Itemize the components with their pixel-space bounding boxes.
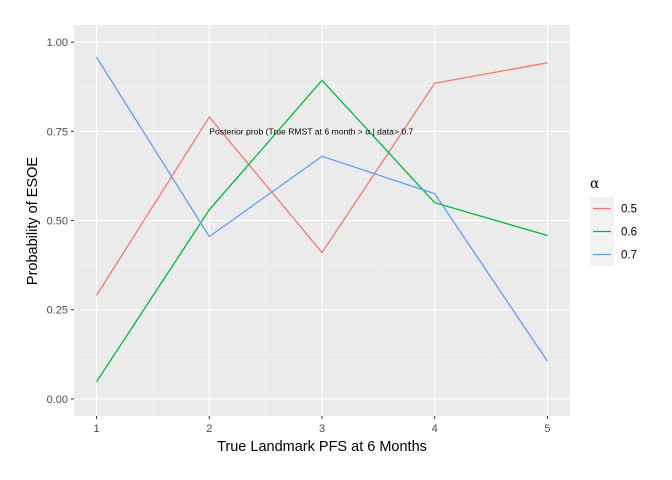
series-line-0.6	[95, 79, 548, 383]
x-tick-label: 1	[93, 423, 99, 435]
legend-label: 0.7	[621, 250, 637, 262]
grid-major	[74, 25, 570, 416]
legend-label: 0.5	[621, 204, 637, 216]
x-axis-title: True Landmark PFS at 6 Months	[217, 439, 427, 455]
legend-label: 0.6	[621, 227, 637, 239]
x-tick-label: 3	[319, 423, 325, 435]
y-tick-label: 1.00	[47, 37, 68, 49]
y-axis: 0.00 0.25 0.50 0.75 1.00	[47, 37, 74, 406]
x-axis: 1 2 3 4 5	[93, 416, 551, 435]
legend: α 0.5 0.6 0.7	[590, 176, 637, 266]
x-tick-label: 5	[544, 423, 550, 435]
series-lines	[95, 56, 549, 383]
x-tick-label: 2	[206, 423, 212, 435]
y-tick-label: 0.25	[47, 305, 68, 317]
chart-annotation: Posterior prob (True RMST at 6 month > α…	[209, 126, 413, 136]
series-line-0.7	[95, 56, 549, 362]
x-tick-label: 4	[432, 423, 438, 435]
y-tick-label: 0.50	[47, 216, 68, 228]
legend-title: α	[590, 176, 600, 192]
y-axis-title: Probability of ESOE	[25, 157, 41, 285]
y-tick-label: 0.00	[47, 394, 68, 406]
y-tick-label: 0.75	[47, 126, 68, 138]
